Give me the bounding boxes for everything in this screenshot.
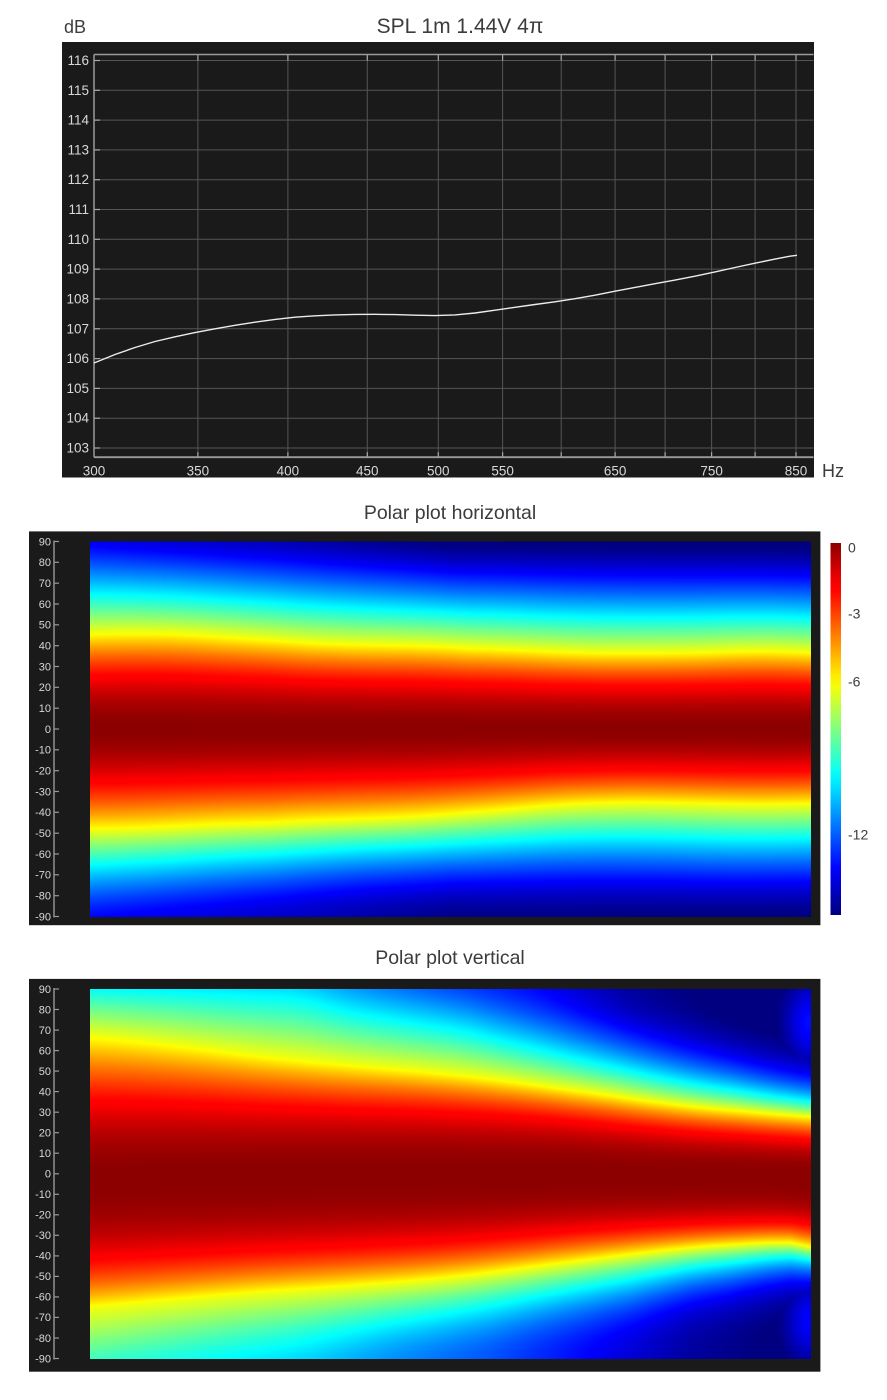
svg-text:-50: -50 <box>35 1271 51 1283</box>
svg-text:30: 30 <box>39 661 51 673</box>
svg-text:80: 80 <box>39 557 51 569</box>
svg-text:-20: -20 <box>35 766 51 778</box>
svg-text:107: 107 <box>66 321 89 336</box>
svg-text:106: 106 <box>66 351 89 366</box>
svg-text:-70: -70 <box>35 1312 51 1324</box>
svg-text:-10: -10 <box>35 745 51 757</box>
svg-text:114: 114 <box>67 113 89 128</box>
svg-text:90: 90 <box>39 536 51 548</box>
svg-text:113: 113 <box>67 142 89 157</box>
svg-text:-12: -12 <box>848 827 868 843</box>
svg-text:850: 850 <box>785 464 808 479</box>
svg-text:115: 115 <box>67 83 89 98</box>
svg-text:0: 0 <box>848 540 856 556</box>
svg-text:450: 450 <box>356 464 379 479</box>
svg-text:30: 30 <box>39 1107 51 1119</box>
svg-text:-30: -30 <box>35 786 51 798</box>
svg-text:10: 10 <box>39 1148 51 1160</box>
svg-text:-30: -30 <box>35 1230 51 1242</box>
svg-text:-60: -60 <box>35 849 51 861</box>
svg-text:80: 80 <box>39 1004 51 1016</box>
svg-text:0: 0 <box>45 724 51 736</box>
svg-text:-60: -60 <box>35 1292 51 1304</box>
svg-text:60: 60 <box>39 1045 51 1057</box>
svg-text:110: 110 <box>67 232 89 247</box>
svg-text:750: 750 <box>700 464 723 479</box>
svg-text:50: 50 <box>39 1066 51 1078</box>
svg-text:Polar plot vertical: Polar plot vertical <box>375 947 525 969</box>
svg-text:70: 70 <box>39 578 51 590</box>
svg-text:-40: -40 <box>35 1251 51 1263</box>
svg-text:-80: -80 <box>35 1333 51 1345</box>
svg-text:104: 104 <box>66 411 89 426</box>
svg-text:500: 500 <box>427 464 450 479</box>
svg-text:-10: -10 <box>35 1189 51 1201</box>
svg-text:90: 90 <box>39 984 51 996</box>
svg-text:108: 108 <box>66 291 89 306</box>
svg-text:40: 40 <box>39 641 51 653</box>
svg-text:Hz: Hz <box>822 461 844 481</box>
svg-text:20: 20 <box>39 1128 51 1140</box>
svg-text:111: 111 <box>68 202 89 217</box>
svg-text:70: 70 <box>39 1025 51 1037</box>
svg-text:-40: -40 <box>35 807 51 819</box>
svg-text:109: 109 <box>66 262 89 277</box>
svg-text:10: 10 <box>39 703 51 715</box>
svg-text:60: 60 <box>39 599 51 611</box>
svg-text:300: 300 <box>83 464 106 479</box>
svg-text:50: 50 <box>39 620 51 632</box>
svg-text:350: 350 <box>187 464 210 479</box>
svg-text:550: 550 <box>491 464 514 479</box>
svg-text:Polar plot horizontal: Polar plot horizontal <box>364 502 536 524</box>
svg-text:40: 40 <box>39 1086 51 1098</box>
svg-text:112: 112 <box>67 172 89 187</box>
svg-text:-90: -90 <box>35 911 51 923</box>
svg-text:-80: -80 <box>35 891 51 903</box>
svg-text:-3: -3 <box>848 606 861 622</box>
svg-text:-50: -50 <box>35 828 51 840</box>
svg-text:-20: -20 <box>35 1210 51 1222</box>
svg-text:400: 400 <box>277 464 300 479</box>
svg-text:103: 103 <box>66 441 89 456</box>
svg-text:650: 650 <box>604 464 627 479</box>
svg-text:0: 0 <box>45 1169 51 1181</box>
svg-text:-70: -70 <box>35 870 51 882</box>
svg-text:-6: -6 <box>848 674 861 690</box>
svg-text:dB: dB <box>64 17 86 37</box>
svg-text:20: 20 <box>39 682 51 694</box>
svg-text:116: 116 <box>67 53 89 68</box>
svg-text:-90: -90 <box>35 1353 51 1365</box>
svg-text:105: 105 <box>66 381 89 396</box>
svg-text:SPL 1m 1.44V 4π: SPL 1m 1.44V 4π <box>377 15 544 38</box>
